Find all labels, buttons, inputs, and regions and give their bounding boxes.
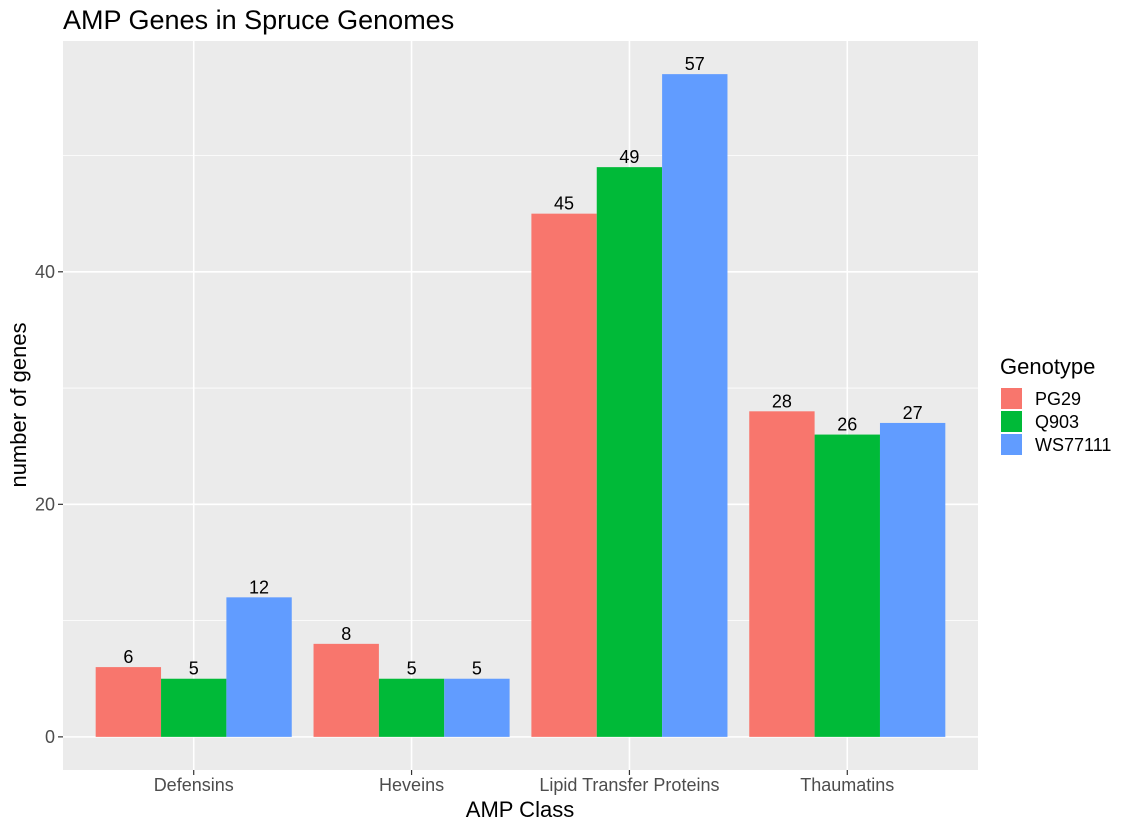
bar-PG29-thaumatins xyxy=(749,411,815,737)
legend-key-Q903 xyxy=(1001,411,1022,432)
bar-labels: 6 8 45 28 5 5 49 26 12 5 57 27 xyxy=(123,54,922,679)
bar-value-label: 28 xyxy=(772,391,792,411)
bar-value-label: 5 xyxy=(472,659,482,679)
bar-PG29-defensins xyxy=(95,667,162,737)
bar-Q903-thaumatins xyxy=(814,434,880,737)
x-tick-label: Heveins xyxy=(379,775,444,795)
legend-label: PG29 xyxy=(1035,389,1081,409)
bar-Q903-lipid-transfer-proteins xyxy=(596,167,663,737)
bar-WS77111-defensins xyxy=(226,597,292,737)
y-tick-label: 0 xyxy=(45,727,55,747)
bar-value-label: 6 xyxy=(123,647,133,667)
y-tick-label: 20 xyxy=(35,494,55,514)
legend-label: WS77111 xyxy=(1035,435,1111,455)
legend-title: Genotype xyxy=(1000,354,1095,379)
bar-value-label: 26 xyxy=(837,415,857,435)
bars xyxy=(95,74,946,737)
bar-WS77111-thaumatins xyxy=(879,422,946,737)
y-axis-title: number of genes xyxy=(6,322,31,487)
bar-Q903-defensins xyxy=(161,678,227,737)
bar-PG29-heveins xyxy=(313,643,379,737)
legend-key-WS77111 xyxy=(1001,434,1022,455)
legend-key-PG29 xyxy=(1001,388,1022,409)
bar-value-label: 27 xyxy=(903,403,923,423)
x-tick-label: Lipid Transfer Proteins xyxy=(539,775,719,795)
legend-label: Q903 xyxy=(1035,412,1079,432)
legend: Genotype PG29 Q903 WS77111 xyxy=(1000,354,1111,455)
bar-value-label: 49 xyxy=(619,147,639,167)
chart-title: AMP Genes in Spruce Genomes xyxy=(63,5,454,35)
x-tick-label: Thaumatins xyxy=(800,775,894,795)
x-axis-ticks: Defensins Heveins Lipid Transfer Proteins T… xyxy=(154,770,894,795)
y-axis-ticks: 0 20 40 xyxy=(35,262,63,747)
y-tick-label: 40 xyxy=(35,262,55,282)
bar-value-label: 57 xyxy=(685,54,705,74)
bar-value-label: 45 xyxy=(554,194,574,214)
bar-value-label: 5 xyxy=(189,659,199,679)
bar-PG29-lipid-transfer-proteins xyxy=(531,213,597,737)
bar-Q903-heveins xyxy=(378,678,445,737)
x-axis-title: AMP Class xyxy=(466,797,574,822)
x-tick-label: Defensins xyxy=(154,775,234,795)
bar-value-label: 5 xyxy=(407,659,417,679)
bar-WS77111-lipid-transfer-proteins xyxy=(662,74,728,737)
bar-WS77111-heveins xyxy=(444,678,510,737)
bar-value-label: 8 xyxy=(341,624,351,644)
bar-value-label: 12 xyxy=(249,577,269,597)
